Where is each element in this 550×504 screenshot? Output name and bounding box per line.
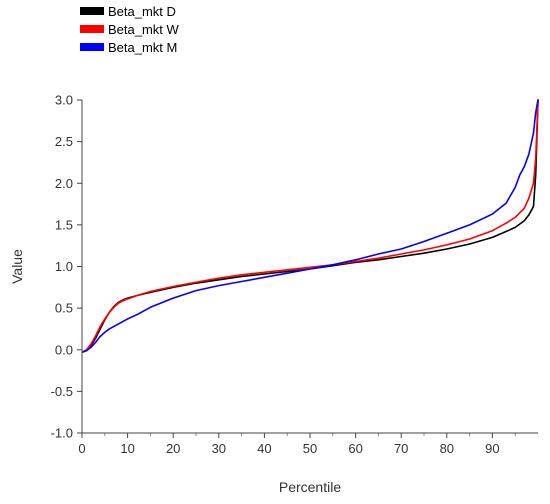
x-axis-title: Percentile (279, 479, 341, 495)
x-tick-label: 70 (394, 441, 408, 456)
series-line-1 (82, 99, 539, 354)
y-axis: 3.0 2.5 2.0 1.5 1.0 0.5 0.0 -0.5 -1.0 (51, 93, 83, 441)
legend-swatch-1 (80, 7, 104, 15)
legend-label-1: Beta_mkt D (108, 4, 176, 19)
plot-area (82, 99, 539, 354)
x-tick-label: 80 (440, 441, 454, 456)
series-line-3 (82, 99, 539, 354)
legend-label-2: Beta_mkt W (108, 22, 180, 37)
x-tick-label: 60 (348, 441, 362, 456)
y-tick-label: 0.5 (55, 301, 73, 316)
x-tick-label: 90 (485, 441, 499, 456)
legend: Beta_mkt D Beta_mkt W Beta_mkt M (80, 4, 180, 55)
y-tick-label: 1.5 (55, 217, 73, 232)
y-tick-label: -1.0 (51, 426, 73, 441)
y-tick-label: 3.0 (55, 93, 73, 108)
y-tick-label: 1.0 (55, 259, 73, 274)
x-tick-label: 10 (120, 441, 134, 456)
x-tick-label: 40 (257, 441, 271, 456)
legend-swatch-3 (80, 43, 104, 51)
series-line-2 (82, 99, 539, 354)
series-group (82, 99, 539, 354)
y-tick-label: 0.0 (55, 342, 73, 357)
x-tick-label: 20 (166, 441, 180, 456)
legend-label-3: Beta_mkt M (108, 40, 177, 55)
y-axis-title: Value (9, 249, 25, 284)
x-tick-label: 30 (212, 441, 226, 456)
y-tick-label: -0.5 (51, 384, 73, 399)
y-tick-label: 2.0 (55, 176, 73, 191)
legend-swatch-2 (80, 25, 104, 33)
y-tick-label: 2.5 (55, 134, 73, 149)
x-tick-label: 50 (303, 441, 317, 456)
x-axis: 0 10 20 30 40 50 60 70 80 90 (78, 432, 538, 456)
x-tick-label: 0 (78, 441, 85, 456)
